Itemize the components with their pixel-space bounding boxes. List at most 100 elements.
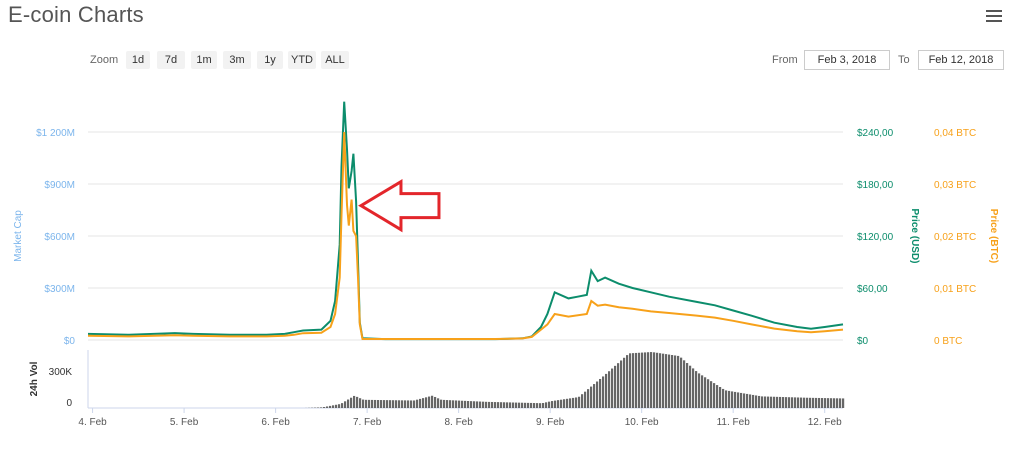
volume-bar bbox=[656, 352, 659, 408]
volume-bar bbox=[596, 381, 599, 408]
volume-bar bbox=[494, 402, 497, 408]
volume-bar bbox=[647, 352, 650, 408]
price-usd-axis-title: Price (USD) bbox=[909, 208, 920, 263]
volume-bar bbox=[488, 401, 491, 408]
volume-bar bbox=[506, 402, 509, 408]
price-btc-tick-label: 0,01 BTC bbox=[934, 284, 976, 295]
volume-bar bbox=[728, 390, 731, 408]
x-tick-label: 11. Feb bbox=[717, 417, 751, 428]
volume-bar bbox=[806, 397, 809, 408]
volume-bar bbox=[449, 400, 452, 408]
volume-bar bbox=[398, 400, 401, 408]
zoom-button-3m[interactable]: 3m bbox=[223, 51, 251, 69]
price-btc-axis: 0 BTC 0,01 BTC 0,02 BTC 0,03 BTC 0,04 BTC Pri… bbox=[934, 128, 999, 347]
from-date-input[interactable]: Feb 3, 2018 bbox=[804, 50, 890, 70]
volume-bar bbox=[365, 399, 368, 408]
to-date-input[interactable]: Feb 12, 2018 bbox=[918, 50, 1004, 70]
volume-bar bbox=[584, 391, 587, 408]
zoom-button-7d[interactable]: 7d bbox=[157, 51, 185, 69]
volume-bar bbox=[347, 399, 350, 408]
zoom-button-1d[interactable]: 1d bbox=[126, 51, 150, 69]
volume-bar bbox=[704, 377, 707, 408]
volume-bar bbox=[734, 391, 737, 408]
volume-bar bbox=[350, 397, 353, 408]
volume-bar bbox=[824, 398, 827, 408]
volume-bar bbox=[356, 396, 359, 408]
volume-bar bbox=[566, 398, 569, 408]
volume-bar bbox=[818, 397, 821, 408]
volume-bar bbox=[620, 360, 623, 408]
volume-bar bbox=[434, 396, 437, 408]
page-title: E-coin Charts bbox=[8, 2, 144, 27]
volume-axis: 0 300K 24h Vol bbox=[29, 361, 72, 409]
volume-bar bbox=[611, 368, 614, 408]
zoom-button-1m[interactable]: 1m bbox=[191, 51, 217, 69]
volume-bar bbox=[602, 376, 605, 408]
volume-bar bbox=[668, 354, 671, 408]
volume-bar bbox=[536, 403, 539, 408]
zoom-button-all[interactable]: ALL bbox=[321, 51, 349, 69]
hamburger-menu-icon[interactable] bbox=[986, 10, 1002, 22]
volume-bar bbox=[686, 363, 689, 408]
volume-bar bbox=[368, 399, 371, 408]
volume-bar bbox=[455, 400, 458, 408]
volume-bar bbox=[485, 401, 488, 408]
volume-bar bbox=[320, 407, 323, 408]
volume-bar bbox=[329, 405, 332, 408]
zoom-button-1y[interactable]: 1y bbox=[257, 51, 283, 69]
volume-bar bbox=[593, 384, 596, 408]
market-cap-tick-label: $300M bbox=[44, 284, 75, 295]
price-usd-tick-label: $180,00 bbox=[857, 180, 894, 191]
volume-bar bbox=[335, 404, 338, 408]
volume-bar bbox=[551, 401, 554, 408]
volume-bar bbox=[515, 402, 518, 408]
volume-tick-label: 300K bbox=[49, 367, 73, 378]
x-tick-label: 6. Feb bbox=[261, 417, 290, 428]
volume-bar bbox=[371, 399, 374, 408]
price-btc-tick-label: 0,04 BTC bbox=[934, 128, 976, 139]
volume-bar bbox=[764, 396, 767, 408]
x-tick-label: 12. Feb bbox=[808, 417, 842, 428]
volume-bar bbox=[719, 386, 722, 408]
volume-bar bbox=[518, 402, 521, 408]
volume-bar bbox=[755, 395, 758, 408]
price-btc-axis-title: Price (BTC) bbox=[988, 209, 999, 263]
volume-bar bbox=[452, 400, 455, 408]
volume-bar bbox=[779, 396, 782, 408]
zoom-button-ytd[interactable]: YTD bbox=[288, 51, 316, 69]
volume-bar bbox=[722, 388, 725, 408]
volume-bar bbox=[836, 398, 839, 408]
market-cap-tick-label: $900M bbox=[44, 180, 75, 191]
volume-bar bbox=[500, 402, 503, 408]
x-tick-label: 9. Feb bbox=[536, 417, 565, 428]
volume-bar bbox=[440, 399, 443, 408]
volume-bar bbox=[650, 352, 653, 408]
volume-bar bbox=[332, 405, 335, 408]
volume-bar bbox=[638, 352, 641, 408]
x-tick-label: 10. Feb bbox=[625, 417, 659, 428]
volume-bar bbox=[392, 400, 395, 408]
volume-series bbox=[305, 352, 845, 408]
volume-bar bbox=[662, 353, 665, 408]
x-tick-label: 4. Feb bbox=[78, 417, 107, 428]
volume-bar bbox=[761, 396, 764, 408]
volume-bar bbox=[581, 394, 584, 408]
price-usd-tick-label: $60,00 bbox=[857, 284, 888, 295]
volume-bar bbox=[467, 400, 470, 408]
volume-bar bbox=[374, 399, 377, 408]
price-btc-line bbox=[87, 131, 844, 340]
price-usd-tick-label: $240,00 bbox=[857, 128, 894, 139]
volume-bar bbox=[575, 397, 578, 408]
price-usd-line bbox=[87, 101, 844, 341]
volume-bar bbox=[713, 383, 716, 408]
volume-bar bbox=[578, 396, 581, 408]
volume-bar bbox=[497, 402, 500, 408]
price-usd-axis: $0 $60,00 $120,00 $180,00 $240,00 Price (USD) bbox=[857, 128, 920, 347]
volume-bar bbox=[758, 395, 761, 408]
volume-bar bbox=[695, 371, 698, 408]
price-btc-tick-label: 0,03 BTC bbox=[934, 180, 976, 191]
volume-bar bbox=[380, 400, 383, 408]
volume-bar bbox=[614, 365, 617, 408]
volume-bar bbox=[800, 397, 803, 408]
volume-bar bbox=[794, 397, 797, 408]
